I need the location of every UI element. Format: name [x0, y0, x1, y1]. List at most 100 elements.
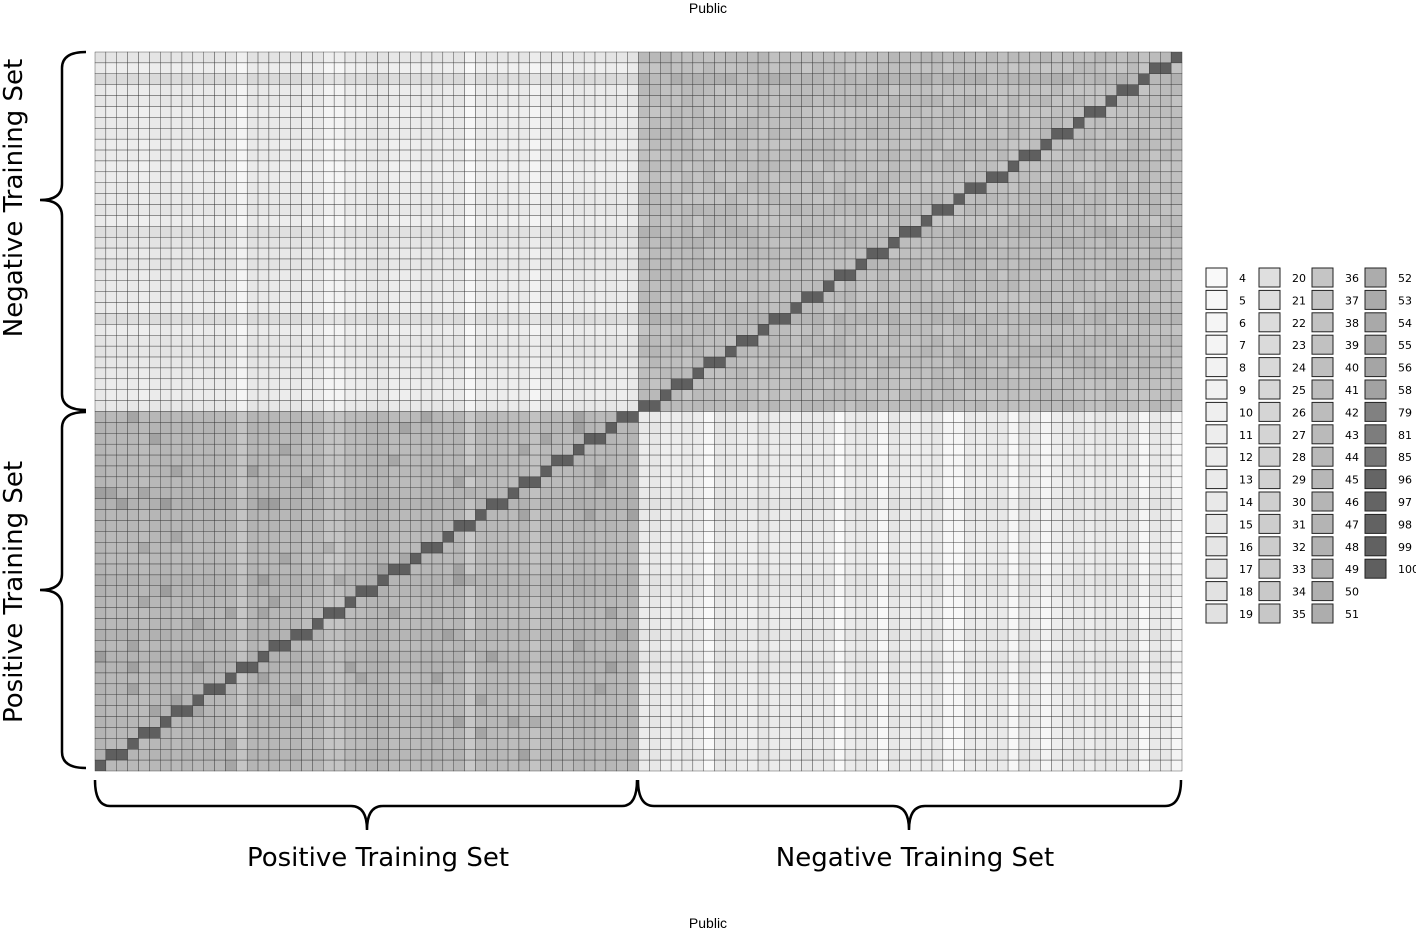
heatmap-cell — [236, 106, 248, 118]
heatmap-cell — [1138, 226, 1150, 238]
heatmap-cell — [464, 302, 476, 314]
heatmap-cell — [138, 182, 150, 194]
heatmap-cell — [420, 574, 433, 586]
heatmap-cell — [562, 247, 574, 260]
heatmap-cell — [888, 215, 900, 227]
heatmap-cell — [116, 476, 128, 488]
heatmap-cell — [616, 204, 628, 216]
heatmap-cell — [333, 454, 346, 467]
heatmap-cell — [203, 117, 215, 129]
heatmap-cell — [323, 73, 335, 85]
heatmap-cell — [377, 531, 389, 543]
heatmap-cell — [670, 128, 683, 140]
heatmap-cell — [844, 106, 857, 118]
heatmap-cell — [410, 324, 422, 336]
heatmap-cell — [323, 400, 335, 412]
heatmap-cell — [442, 465, 454, 478]
heatmap-cell — [768, 324, 781, 336]
heatmap-cell — [888, 400, 900, 412]
heatmap-cell — [312, 487, 324, 499]
heatmap-cell — [464, 411, 476, 423]
heatmap-cell — [594, 269, 607, 281]
heatmap-cell — [920, 226, 933, 238]
heatmap-cell — [801, 345, 813, 358]
heatmap-cell — [703, 520, 715, 532]
heatmap-cell — [888, 204, 900, 216]
heatmap-cell — [757, 117, 770, 129]
heatmap-cell — [540, 280, 552, 292]
heatmap-cell — [312, 443, 324, 456]
heatmap-cell — [833, 531, 846, 543]
heatmap-cell — [1127, 563, 1139, 576]
heatmap-cell — [594, 476, 607, 488]
heatmap-cell — [953, 193, 965, 205]
heatmap-cell — [410, 476, 422, 488]
heatmap-cell — [855, 433, 867, 445]
heatmap-cell — [1051, 204, 1063, 216]
heatmap-cell — [475, 215, 487, 227]
heatmap-cell — [149, 356, 161, 369]
heatmap-cell — [496, 95, 509, 107]
heatmap-cell — [899, 367, 911, 380]
heatmap-cell — [638, 51, 650, 64]
heatmap-cell — [529, 269, 541, 281]
heatmap-cell — [116, 335, 128, 347]
heatmap-cell — [747, 422, 759, 434]
heatmap-cell — [1116, 476, 1128, 488]
heatmap-cell — [1170, 400, 1183, 412]
heatmap-cell — [323, 182, 335, 194]
heatmap-cell — [323, 138, 335, 151]
heatmap-cell — [1051, 247, 1063, 260]
heatmap-cell — [1105, 138, 1117, 151]
heatmap-cell — [127, 313, 139, 325]
heatmap-cell — [486, 411, 498, 423]
heatmap-cell — [823, 182, 835, 194]
heatmap-cell — [1083, 95, 1096, 107]
heatmap-cell — [681, 215, 694, 227]
heatmap-cell — [181, 313, 194, 325]
heatmap-cell — [801, 465, 813, 478]
heatmap-cell — [812, 356, 824, 369]
heatmap-cell — [627, 302, 639, 314]
heatmap-cell — [986, 258, 998, 271]
heatmap-cell — [301, 215, 313, 227]
heatmap-cell — [844, 291, 857, 303]
heatmap-cell — [181, 563, 194, 576]
heatmap-cell — [649, 269, 661, 281]
heatmap-cell — [236, 182, 248, 194]
heatmap-cell — [997, 389, 1009, 401]
heatmap-cell — [464, 335, 476, 347]
heatmap-cell — [149, 345, 161, 358]
heatmap-cell — [899, 313, 911, 325]
heatmap-cell — [399, 498, 411, 510]
heatmap-cell — [279, 204, 291, 216]
heatmap-cell — [399, 411, 411, 423]
heatmap-cell — [1094, 247, 1107, 260]
heatmap-cell — [1127, 215, 1139, 227]
heatmap-cell — [823, 335, 835, 347]
heatmap-cell — [1138, 258, 1150, 271]
heatmap-cell — [214, 160, 226, 173]
heatmap-cell — [420, 291, 433, 303]
heatmap-cell — [518, 117, 530, 129]
heatmap-cell — [388, 476, 400, 488]
heatmap-cell — [790, 498, 802, 510]
heatmap-cell — [1094, 476, 1107, 488]
heatmap-cell — [605, 574, 617, 586]
heatmap-cell — [1083, 149, 1096, 162]
heatmap-cell — [127, 476, 139, 488]
heatmap-cell — [464, 84, 476, 96]
heatmap-cell — [94, 160, 107, 173]
heatmap-cell — [1083, 247, 1096, 260]
heatmap-cell — [594, 302, 607, 314]
heatmap-cell — [1062, 247, 1074, 260]
heatmap-cell — [236, 400, 248, 412]
heatmap-cell — [529, 302, 541, 314]
heatmap-cell — [149, 258, 161, 271]
heatmap-cell — [192, 367, 204, 380]
heatmap-cell — [747, 443, 759, 456]
heatmap-cell — [518, 498, 530, 510]
heatmap-cell — [181, 62, 194, 74]
heatmap-cell — [920, 367, 933, 380]
heatmap-cell — [257, 378, 270, 390]
